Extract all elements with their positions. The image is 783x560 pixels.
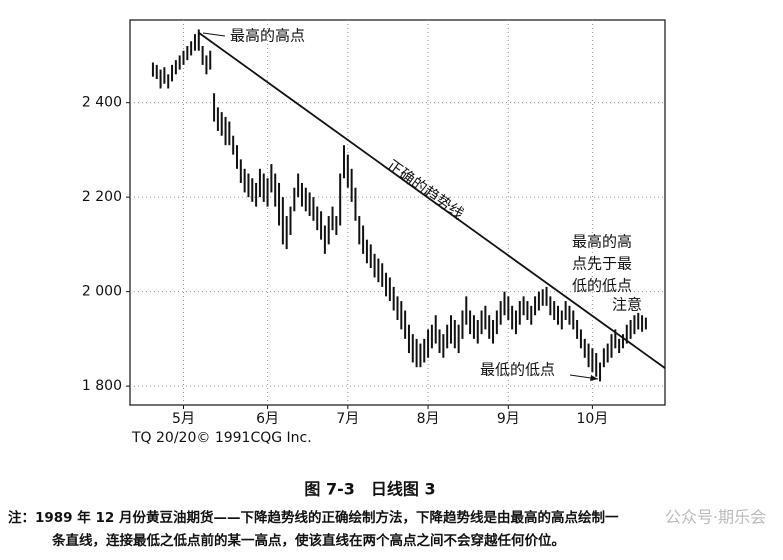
x-tick-label: 5月 [172, 411, 195, 427]
plot-frame [129, 19, 666, 406]
annotation: 正确的趋势线 [384, 156, 468, 223]
y-tick-label: 2 200 [82, 189, 122, 205]
annotation: 最高的高点 [230, 27, 305, 45]
y-tick-label: 2 000 [82, 284, 122, 300]
annotation: 低的低点 [572, 277, 632, 295]
caption: 图 7-3 日线图 3 [304, 480, 435, 499]
source: TQ 20/20© 1991CQG Inc. [131, 430, 312, 446]
arrow-head [590, 375, 598, 381]
annotation: 最低的低点 [480, 361, 555, 379]
x-tick-label: 6月 [256, 411, 279, 427]
annotation: 注意 [612, 296, 642, 314]
watermark: 公众号·期乐会 [665, 508, 766, 527]
note-line: 条直线，连接最低之低点前的某一高点，使该直线在两个高点之间不会穿越任何价位。 [51, 532, 565, 549]
y-tick-label: 1 800 [82, 378, 122, 394]
x-tick-label: 10月 [576, 411, 608, 427]
y-tick-label: 2 400 [82, 95, 122, 111]
annotation: 最高的高 [572, 233, 632, 251]
note-line: 注：1989 年 12 月份黄豆油期货——下降趋势线的正确绘制方法，下降趋势线是… [8, 509, 619, 526]
annotation-arrow [202, 32, 226, 37]
x-tick-label: 9月 [497, 411, 520, 427]
x-tick-label: 7月 [336, 411, 359, 427]
trend-line [198, 32, 666, 369]
x-tick-label: 8月 [417, 411, 440, 427]
annotation: 点先于最 [572, 255, 632, 273]
